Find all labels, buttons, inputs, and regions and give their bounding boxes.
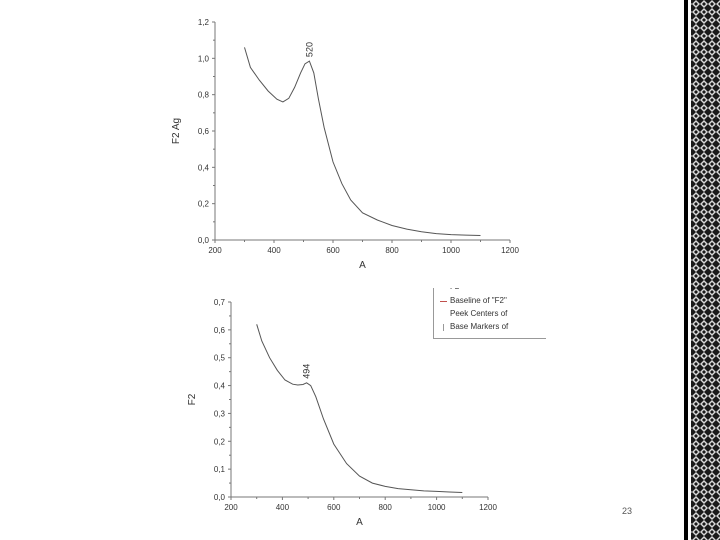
x-tick-label: 200 xyxy=(208,246,222,255)
x-tick-label: 400 xyxy=(267,246,281,255)
y-tick-label: 0,1 xyxy=(214,465,226,474)
peak-annotation: 520 xyxy=(304,42,314,57)
x-tick-label: 200 xyxy=(224,503,238,512)
y-axis-label: F2 Ag xyxy=(171,118,182,144)
x-tick-label: 400 xyxy=(276,503,290,512)
series-line xyxy=(244,47,481,236)
series-line xyxy=(256,324,463,493)
y-tick-label: 0,4 xyxy=(198,163,210,172)
y-tick-label: 0,6 xyxy=(214,326,226,335)
y-tick-label: 0,0 xyxy=(214,493,226,502)
legend-entry-peak-centers: Peek Centers of xyxy=(450,309,508,318)
y-axis-label: F2 xyxy=(187,393,198,405)
y-tick-label: 0,0 xyxy=(198,236,210,245)
x-tick-label: 1000 xyxy=(442,246,460,255)
y-tick-label: 1,0 xyxy=(198,54,210,63)
y-tick-label: 1,2 xyxy=(198,18,210,27)
decorative-right-border xyxy=(684,0,720,540)
x-tick-label: 1000 xyxy=(428,503,446,512)
legend-entry-f2: F2 xyxy=(434,288,546,292)
legend-swatch-baseline xyxy=(440,301,447,302)
peak-annotation: 494 xyxy=(302,364,312,379)
y-tick-label: 0,5 xyxy=(214,354,226,363)
x-tick-label: 600 xyxy=(327,503,341,512)
x-axis-label: A xyxy=(359,260,366,271)
legend-entry-baseline: Baseline of "F2" xyxy=(434,296,546,306)
bottom-chart: 0,0 0,1 0,2 0,3 0,4 0,5 0,6 0,7 200 400 600 800 1000… xyxy=(187,298,497,528)
chart-legend: F2 Baseline of "F2" Peek Centers of Base… xyxy=(433,288,546,339)
x-tick-label: 600 xyxy=(326,246,340,255)
legend-entry-base-markers: Base Markers of xyxy=(434,322,546,332)
y-tick-label: 0,8 xyxy=(198,91,210,100)
y-tick-label: 0,2 xyxy=(198,200,210,209)
y-tick-label: 0,7 xyxy=(214,298,226,307)
y-tick-label: 0,6 xyxy=(198,127,210,136)
y-tick-label: 0,2 xyxy=(214,437,226,446)
top-chart: 0,0 0,2 0,4 0,6 0,8 1,0 1,2 200 400 600 800 1000 120… xyxy=(171,18,519,271)
x-axis-label: A xyxy=(356,517,363,528)
page-number: 23 xyxy=(622,506,633,516)
x-tick-label: 1200 xyxy=(479,503,497,512)
y-tick-label: 0,4 xyxy=(214,382,226,391)
x-tick-label: 800 xyxy=(379,503,393,512)
x-tick-label: 800 xyxy=(385,246,399,255)
x-tick-label: 1200 xyxy=(501,246,519,255)
y-tick-label: 0,3 xyxy=(214,409,226,418)
